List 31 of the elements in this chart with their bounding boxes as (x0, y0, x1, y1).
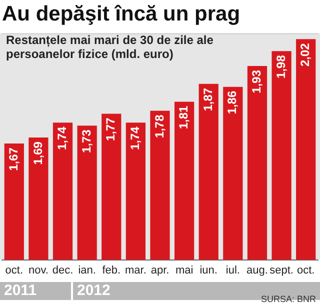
x-tick-label: dec. (52, 264, 74, 276)
text: SURSA: BNR (260, 294, 316, 304)
x-tick-label: iul. (226, 264, 240, 276)
x-tick-label: sept. (270, 264, 294, 276)
chart-title: Au depăşit încă un prag (2, 2, 240, 26)
text: 2012 (77, 282, 110, 299)
data-label: 1,69 (30, 141, 45, 165)
data-label: 1,74 (128, 126, 142, 150)
data-label: 1,67 (6, 147, 20, 171)
data-label: 1,78 (152, 114, 166, 138)
x-tick-label: oct. (5, 264, 24, 276)
x-tick-label: apr. (150, 264, 170, 276)
x-tick-label: aug. (246, 264, 268, 276)
data-label: 1,73 (79, 129, 94, 153)
x-tick-label: mar. (124, 264, 146, 276)
data-label: 1,86 (225, 90, 240, 114)
data-label: 2,02 (298, 42, 312, 67)
x-tick-label: ian. (78, 264, 96, 276)
text: 2011 (0, 282, 71, 300)
x-tick-label: iun. (200, 264, 218, 276)
data-label: 1,93 (250, 70, 264, 94)
x-tick-label: mai (175, 264, 194, 276)
data-label: 1,87 (200, 88, 215, 112)
x-tick-label: feb. (102, 264, 121, 276)
data-label: 1,77 (104, 117, 118, 142)
data-label: 1,81 (176, 105, 191, 130)
x-tick-label: oct. (296, 264, 315, 276)
x-tick-label: nov. (28, 264, 48, 276)
text: Restanțele mai mari de 30 de zile ale persoanelor fizice (mld. euro) (6, 33, 214, 61)
data-label: 1,98 (274, 54, 288, 78)
data-label: 1,74 (55, 126, 70, 150)
